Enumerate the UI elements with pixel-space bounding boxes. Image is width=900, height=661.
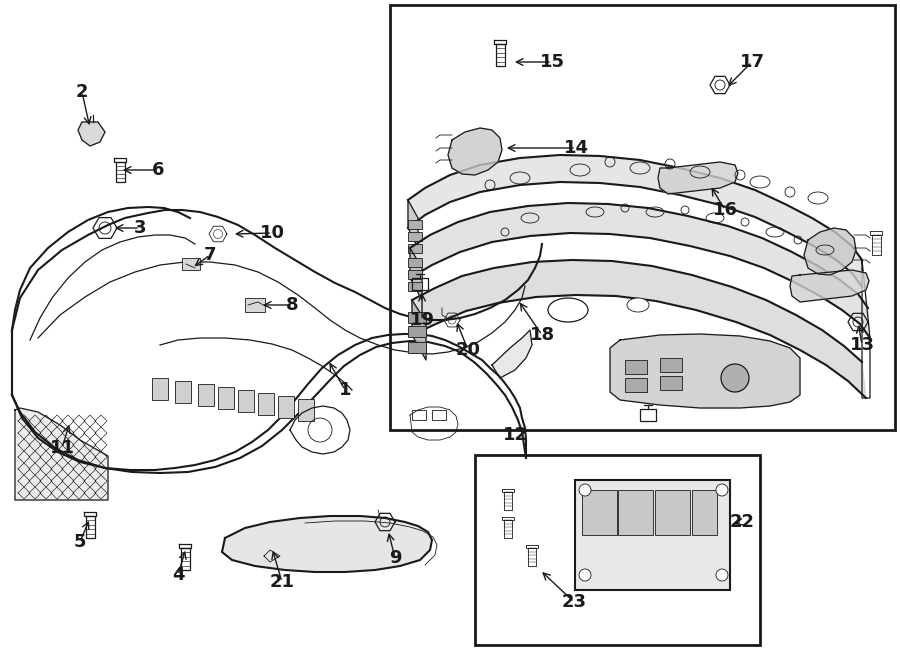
Bar — [152, 378, 168, 400]
Bar — [198, 384, 214, 406]
Bar — [298, 399, 314, 421]
Bar — [412, 410, 426, 420]
Bar — [655, 490, 690, 535]
Polygon shape — [412, 300, 426, 360]
Text: 12: 12 — [502, 426, 527, 444]
Circle shape — [579, 569, 591, 581]
Text: 17: 17 — [740, 53, 764, 71]
Bar — [692, 490, 717, 535]
Polygon shape — [448, 128, 502, 175]
Polygon shape — [492, 330, 532, 378]
Polygon shape — [410, 248, 422, 300]
Polygon shape — [408, 155, 862, 287]
Bar — [660, 358, 682, 372]
Text: 23: 23 — [562, 593, 587, 611]
Polygon shape — [804, 228, 856, 275]
Bar — [625, 378, 647, 392]
Text: 9: 9 — [389, 549, 401, 567]
Text: 11: 11 — [50, 439, 75, 457]
Polygon shape — [412, 260, 866, 398]
Bar — [408, 282, 422, 291]
Bar — [390, 5, 895, 430]
Text: 15: 15 — [539, 53, 564, 71]
Text: 19: 19 — [410, 311, 435, 329]
Bar — [218, 387, 234, 409]
Polygon shape — [15, 408, 108, 500]
Bar — [408, 258, 422, 267]
Polygon shape — [610, 334, 800, 408]
Bar — [408, 342, 426, 353]
Text: 2: 2 — [76, 83, 88, 101]
Text: 7: 7 — [203, 246, 216, 264]
Text: 6: 6 — [152, 161, 164, 179]
Bar — [432, 410, 446, 420]
Bar — [408, 244, 422, 253]
Bar — [475, 455, 760, 645]
Bar — [660, 376, 682, 390]
Bar — [408, 270, 422, 279]
Bar — [278, 396, 294, 418]
Bar — [238, 390, 254, 412]
Bar — [618, 490, 653, 535]
Text: 1: 1 — [338, 381, 351, 399]
Polygon shape — [78, 122, 105, 146]
Text: 16: 16 — [713, 201, 737, 219]
Bar — [582, 490, 617, 535]
Polygon shape — [222, 516, 432, 572]
Ellipse shape — [627, 298, 649, 312]
Circle shape — [721, 364, 749, 392]
Polygon shape — [408, 200, 418, 248]
Text: 20: 20 — [455, 341, 481, 359]
Bar — [408, 326, 426, 337]
Bar — [640, 409, 656, 421]
Circle shape — [716, 569, 728, 581]
Bar — [625, 360, 647, 374]
Bar — [408, 232, 422, 241]
Text: 4: 4 — [172, 566, 184, 584]
Circle shape — [579, 484, 591, 496]
Bar — [408, 312, 426, 323]
Polygon shape — [790, 270, 869, 302]
Text: 21: 21 — [269, 573, 294, 591]
Text: 8: 8 — [285, 296, 298, 314]
Polygon shape — [658, 162, 738, 194]
Bar — [575, 480, 730, 590]
Ellipse shape — [548, 298, 588, 322]
Bar — [182, 258, 200, 270]
Bar — [412, 278, 428, 290]
Text: 5: 5 — [74, 533, 86, 551]
Bar — [245, 298, 265, 312]
Bar — [408, 220, 422, 229]
Polygon shape — [410, 203, 870, 338]
Text: 3: 3 — [134, 219, 146, 237]
Text: 10: 10 — [259, 224, 284, 242]
Text: 14: 14 — [563, 139, 589, 157]
Bar — [175, 381, 191, 403]
Text: 22: 22 — [730, 513, 754, 531]
Text: 13: 13 — [850, 336, 875, 354]
Bar — [258, 393, 274, 415]
Text: 18: 18 — [529, 326, 554, 344]
Circle shape — [716, 484, 728, 496]
